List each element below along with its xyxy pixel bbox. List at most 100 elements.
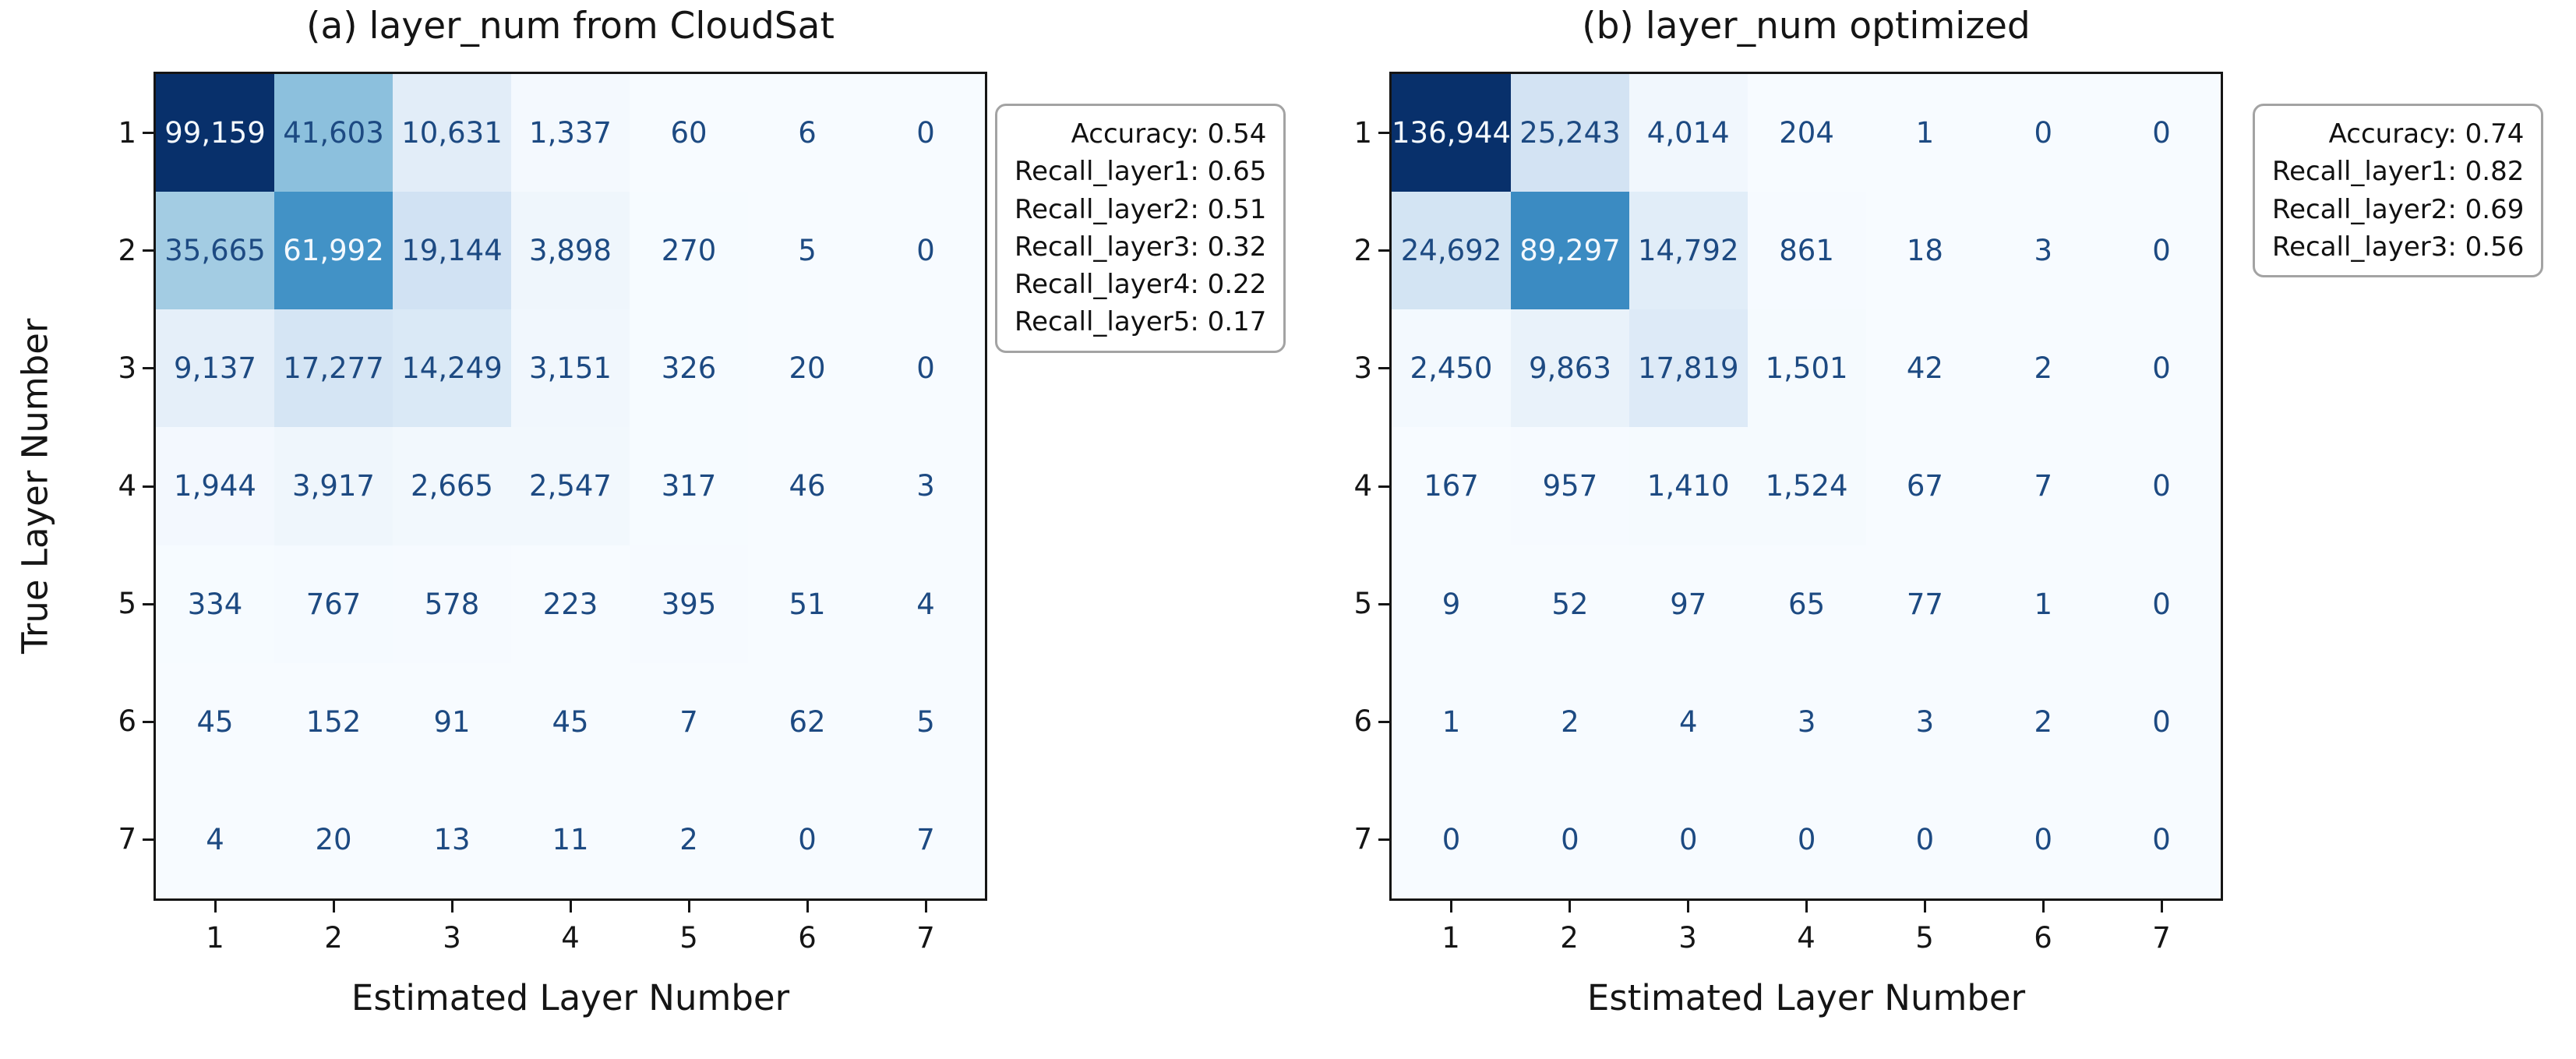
matrix-cell: 65 xyxy=(1747,545,1866,663)
x-tick-label: 5 xyxy=(1915,921,1934,955)
matrix-cell: 1,410 xyxy=(1629,427,1748,545)
matrix-cell: 62 xyxy=(748,662,866,781)
matrix-cell: 0 xyxy=(1984,74,2103,192)
panel-a-title: (a) layer_num from CloudSat xyxy=(306,5,835,48)
matrix-cell: 11 xyxy=(511,780,630,898)
matrix-cell: 67 xyxy=(1865,427,1985,545)
matrix-cell: 2,665 xyxy=(393,427,511,545)
legend-line: Recall_layer1: 0.65 xyxy=(1015,156,1267,188)
matrix-cell: 0 xyxy=(2102,192,2221,310)
matrix-cell: 0 xyxy=(2102,545,2221,663)
matrix-cell: 35,665 xyxy=(156,192,274,310)
legend-line: Recall_layer2: 0.69 xyxy=(2272,193,2525,225)
matrix-cell: 6 xyxy=(748,74,866,192)
y-tick xyxy=(1378,485,1389,488)
y-tick-label: 4 xyxy=(1353,469,1372,503)
x-tick xyxy=(2041,901,2045,913)
x-tick-label: 7 xyxy=(916,921,935,955)
x-tick xyxy=(569,901,572,913)
x-tick xyxy=(1805,901,1808,913)
matrix-cell: 152 xyxy=(274,662,393,781)
matrix-cell: 2 xyxy=(1511,662,1629,781)
matrix-cell: 20 xyxy=(748,309,866,428)
y-tick-label: 5 xyxy=(1353,587,1372,621)
matrix-cell: 18 xyxy=(1865,192,1985,310)
x-tick xyxy=(213,901,217,913)
matrix-cell: 767 xyxy=(274,545,393,663)
x-tick xyxy=(1449,901,1452,913)
legend-line: Accuracy: 0.54 xyxy=(1071,118,1267,150)
matrix-cell: 60 xyxy=(630,74,748,192)
matrix-cell: 17,819 xyxy=(1629,309,1748,428)
matrix-cell: 97 xyxy=(1629,545,1748,663)
matrix-cell: 61,992 xyxy=(274,192,393,310)
matrix-cell: 3 xyxy=(1747,662,1866,781)
x-tick-label: 4 xyxy=(561,921,580,955)
matrix-cell: 45 xyxy=(511,662,630,781)
matrix-cell: 24,692 xyxy=(1392,192,1512,310)
matrix-cell: 3,917 xyxy=(274,427,393,545)
matrix-cell: 0 xyxy=(866,192,985,310)
y-tick xyxy=(1378,249,1389,252)
matrix-cell: 861 xyxy=(1747,192,1866,310)
matrix-cell: 0 xyxy=(2102,309,2221,428)
matrix-cell: 0 xyxy=(1865,780,1985,898)
matrix-cell: 9 xyxy=(1392,545,1512,663)
metrics-legend-b: Accuracy: 0.74 Recall_layer1: 0.82 Recall_… xyxy=(2253,104,2544,278)
matrix-cell: 0 xyxy=(1511,780,1629,898)
matrix-cell: 1 xyxy=(1984,545,2103,663)
matrix-cell: 3 xyxy=(1984,192,2103,310)
matrix-cell: 4 xyxy=(156,780,274,898)
y-tick xyxy=(1378,838,1389,841)
matrix-cell: 14,249 xyxy=(393,309,511,428)
legend-line: Recall_layer3: 0.32 xyxy=(1015,231,1267,263)
y-tick-label: 7 xyxy=(118,822,136,856)
matrix-cell: 2 xyxy=(630,780,748,898)
matrix-cell: 0 xyxy=(866,309,985,428)
matrix-cell: 19,144 xyxy=(393,192,511,310)
matrix-cell: 957 xyxy=(1511,427,1629,545)
y-tick xyxy=(143,132,154,135)
matrix-cell: 13 xyxy=(393,780,511,898)
matrix-cell: 0 xyxy=(866,74,985,192)
y-tick xyxy=(143,720,154,723)
matrix-cell: 395 xyxy=(630,545,748,663)
y-tick-label: 2 xyxy=(1353,233,1372,267)
x-axis-label-b: Estimated Layer Number xyxy=(1586,977,2026,1018)
matrix-cell: 0 xyxy=(1747,780,1866,898)
x-tick-label: 2 xyxy=(324,921,343,955)
matrix-cell: 1,337 xyxy=(511,74,630,192)
x-tick xyxy=(1568,901,1571,913)
matrix-cell: 2,450 xyxy=(1392,309,1512,428)
matrix-cell: 0 xyxy=(1984,780,2103,898)
y-tick-label: 6 xyxy=(118,704,136,739)
x-tick-label: 3 xyxy=(443,921,461,955)
matrix-cell: 41,603 xyxy=(274,74,393,192)
y-tick xyxy=(1378,602,1389,605)
legend-line: Recall_layer5: 0.17 xyxy=(1015,306,1267,338)
matrix-cell: 14,792 xyxy=(1629,192,1748,310)
legend-line: Recall_layer2: 0.51 xyxy=(1015,193,1267,225)
matrix-cell: 42 xyxy=(1865,309,1985,428)
y-tick xyxy=(143,367,154,370)
matrix-cell: 3 xyxy=(1865,662,1985,781)
x-tick-label: 7 xyxy=(2152,921,2171,955)
matrix-cell: 270 xyxy=(630,192,748,310)
matrix-cell: 89,297 xyxy=(1511,192,1629,310)
matrix-cell: 1 xyxy=(1865,74,1985,192)
panel-b-optimized: (b) layer_num optimized 136,944 25,243 4,0… xyxy=(1236,0,2576,1059)
matrix-cell: 204 xyxy=(1747,74,1866,192)
matrix-cell: 91 xyxy=(393,662,511,781)
legend-line: Accuracy: 0.74 xyxy=(2328,118,2525,150)
y-tick-label: 2 xyxy=(118,233,136,267)
matrix-cell: 9,137 xyxy=(156,309,274,428)
matrix-cell: 2,547 xyxy=(511,427,630,545)
y-tick-label: 1 xyxy=(118,115,136,150)
y-tick xyxy=(1378,720,1389,723)
matrix-cell: 167 xyxy=(1392,427,1512,545)
y-tick-label: 7 xyxy=(1353,822,1372,856)
matrix-cell: 7 xyxy=(630,662,748,781)
x-tick xyxy=(1686,901,1689,913)
y-tick xyxy=(143,485,154,488)
